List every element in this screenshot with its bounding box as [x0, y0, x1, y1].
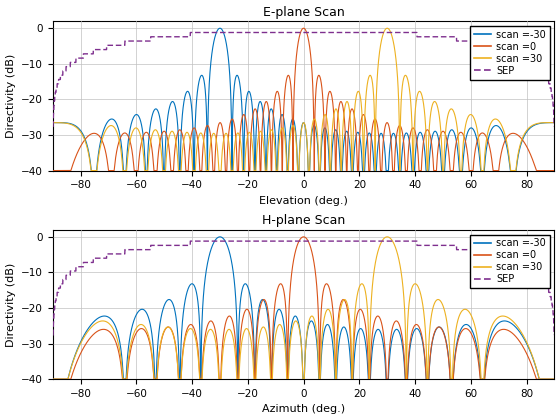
- Y-axis label: Directivity (dB): Directivity (dB): [6, 54, 16, 138]
- Y-axis label: Directivity (dB): Directivity (dB): [6, 262, 16, 346]
- Legend: scan =-30, scan =0, scan =30, SEP: scan =-30, scan =0, scan =30, SEP: [470, 26, 549, 79]
- X-axis label: Azimuth (deg.): Azimuth (deg.): [262, 404, 345, 415]
- X-axis label: Elevation (deg.): Elevation (deg.): [259, 196, 348, 206]
- Legend: scan =-30, scan =0, scan =30, SEP: scan =-30, scan =0, scan =30, SEP: [470, 235, 549, 288]
- Title: E-plane Scan: E-plane Scan: [263, 5, 344, 18]
- Title: H-plane Scan: H-plane Scan: [262, 214, 345, 227]
